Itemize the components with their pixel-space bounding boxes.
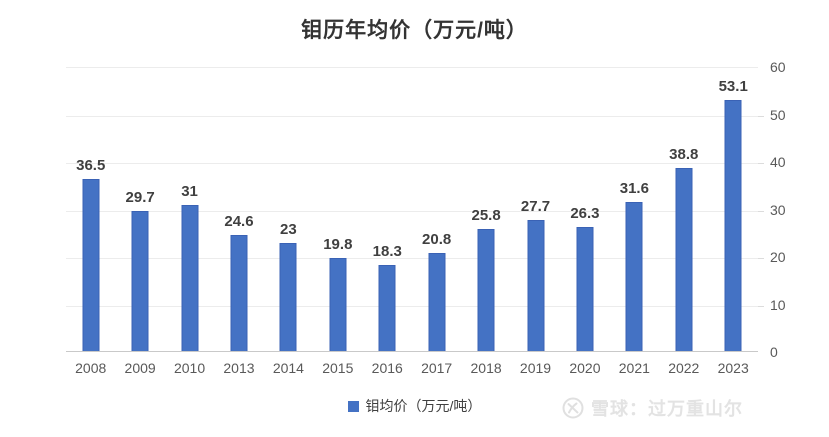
legend: 钼均价（万元/吨） bbox=[0, 396, 829, 416]
bar-slot: 31.6 bbox=[610, 68, 659, 352]
bar-2017 bbox=[428, 253, 446, 352]
x-axis-tick-label: 2018 bbox=[470, 360, 502, 376]
bar-2023 bbox=[724, 99, 742, 352]
y-tick-mark bbox=[758, 115, 764, 117]
gridline bbox=[66, 258, 764, 259]
x-axis-tick-label: 2019 bbox=[519, 360, 552, 376]
data-label: 38.8 bbox=[669, 145, 699, 163]
data-label: 25.8 bbox=[471, 207, 501, 225]
legend-label: 钼均价（万元/吨） bbox=[365, 398, 482, 414]
x-axis-tick-label: 2016 bbox=[371, 360, 403, 376]
watermark: 雪球：过万重山尔 bbox=[562, 395, 743, 421]
gridline bbox=[66, 210, 764, 212]
x-axis-tick-label: 2008 bbox=[75, 360, 107, 376]
bar-2014 bbox=[279, 242, 297, 352]
bar-slot: 38.8 bbox=[659, 68, 708, 352]
x-axis-tick-label: 2020 bbox=[569, 360, 601, 376]
bar-2019 bbox=[527, 220, 544, 352]
gridline bbox=[66, 305, 764, 307]
x-axis-tick-label: 2023 bbox=[717, 360, 749, 376]
x-axis-tick-label: 2022 bbox=[668, 360, 700, 376]
data-label: 53.1 bbox=[718, 77, 748, 95]
bar-slot: 29.7 bbox=[115, 68, 164, 352]
bar-slot: 20.8 bbox=[412, 68, 461, 352]
gridline bbox=[66, 163, 764, 164]
bar-slot: 53.1 bbox=[708, 68, 757, 352]
bar-slot: 36.5 bbox=[66, 68, 115, 352]
y-axis-tick-label: 60 bbox=[770, 59, 786, 75]
bar-2016 bbox=[378, 265, 396, 352]
y-axis-tick-label: 40 bbox=[770, 154, 786, 170]
bar-slot: 24.6 bbox=[214, 68, 263, 352]
chart-title: 钼历年均价（万元/吨） bbox=[301, 19, 528, 42]
x-axis-tick-label: 2017 bbox=[421, 360, 453, 376]
bar-2020 bbox=[576, 227, 594, 352]
data-label: 29.7 bbox=[125, 188, 155, 206]
bar-2009 bbox=[131, 210, 149, 352]
bar-slot: 18.3 bbox=[363, 68, 412, 352]
bar-slot: 26.3 bbox=[560, 68, 609, 352]
y-axis-tick-label: 0 bbox=[770, 344, 778, 360]
bar-2018 bbox=[477, 229, 495, 352]
data-label: 23 bbox=[280, 220, 297, 238]
bar-slot: 27.7 bbox=[511, 68, 560, 352]
x-axis-tick-label: 2010 bbox=[173, 360, 206, 376]
y-axis-tick-label: 10 bbox=[770, 296, 786, 313]
x-axis-tick-label: 2014 bbox=[272, 360, 304, 376]
y-tick-mark bbox=[758, 305, 764, 307]
data-label: 31 bbox=[181, 182, 198, 200]
bar-2008 bbox=[82, 178, 100, 352]
data-label: 27.7 bbox=[520, 198, 551, 216]
xueqiu-logo-icon bbox=[562, 397, 584, 419]
bar-series: 36.5 29.7 31 24.6 23 19.8 18.3 20.8 25.8 27.7 26.3… bbox=[66, 68, 758, 352]
y-tick-mark bbox=[758, 258, 764, 259]
y-tick-mark bbox=[758, 163, 764, 164]
bar-slot: 31 bbox=[165, 68, 214, 352]
bar-slot: 23 bbox=[264, 68, 313, 352]
bar-slot: 25.8 bbox=[461, 68, 510, 352]
x-axis-tick-label: 2021 bbox=[618, 360, 650, 376]
data-label: 36.5 bbox=[76, 156, 106, 174]
x-axis-tick-label: 2015 bbox=[322, 360, 354, 376]
legend-swatch bbox=[347, 400, 359, 412]
gridline bbox=[66, 115, 764, 117]
y-axis-tick-label: 20 bbox=[770, 249, 786, 265]
watermark-text: 雪球：过万重山尔 bbox=[591, 399, 743, 419]
x-axis-tick-label: 2013 bbox=[223, 360, 255, 376]
bar-2015 bbox=[329, 257, 347, 352]
bar-2022 bbox=[675, 167, 693, 352]
y-axis-tick-label: 50 bbox=[770, 106, 786, 123]
y-tick-mark bbox=[758, 210, 764, 212]
data-label: 19.8 bbox=[323, 235, 353, 253]
data-label: 20.8 bbox=[422, 231, 452, 249]
y-axis-tick-label: 30 bbox=[770, 201, 786, 218]
data-label: 18.3 bbox=[372, 243, 402, 261]
x-axis-labels: 2008 2009 2010 2013 2014 2015 2016 2017 2018 2019… bbox=[66, 360, 758, 380]
bar-2010 bbox=[181, 204, 199, 352]
data-label: 31.6 bbox=[619, 179, 649, 197]
x-axis-line bbox=[66, 351, 758, 352]
bar-2013 bbox=[230, 235, 248, 352]
data-label: 26.3 bbox=[570, 205, 600, 223]
x-axis-tick-label: 2009 bbox=[124, 360, 156, 376]
plot-area: 36.5 29.7 31 24.6 23 19.8 18.3 20.8 25.8 27.7 26.3… bbox=[66, 67, 764, 352]
bar-slot: 19.8 bbox=[313, 68, 362, 352]
bar-2021 bbox=[625, 201, 643, 352]
data-label: 24.6 bbox=[224, 213, 254, 231]
